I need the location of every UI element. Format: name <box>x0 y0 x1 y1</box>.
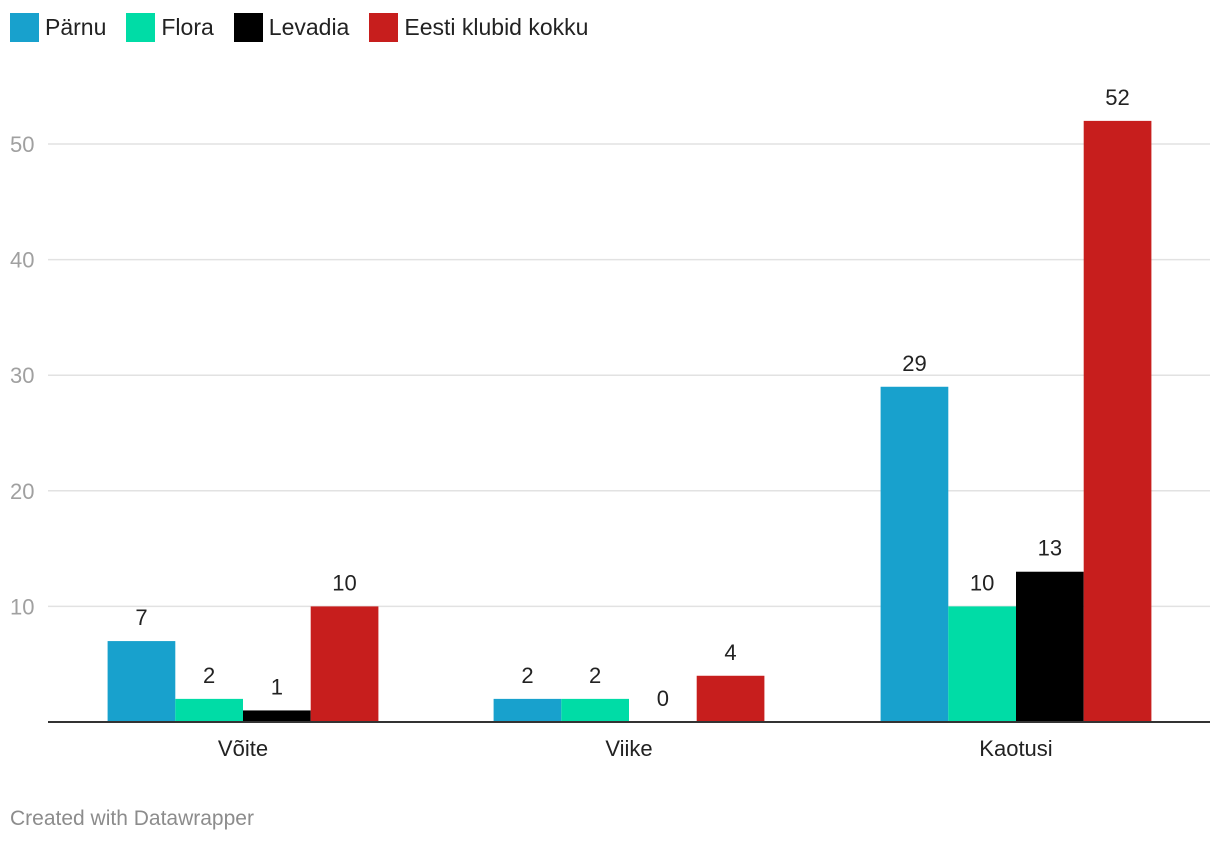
legend-swatch <box>233 12 263 42</box>
bar <box>880 386 949 722</box>
legend-label: Flora <box>161 13 214 40</box>
y-tick-label: 50 <box>10 132 34 157</box>
x-category-label: Võite <box>218 736 268 761</box>
y-tick-label: 10 <box>10 594 34 619</box>
y-tick-label: 20 <box>10 479 34 504</box>
bar <box>1016 571 1084 722</box>
bar <box>107 641 176 722</box>
bar-value-label: 52 <box>1105 85 1129 110</box>
legend-swatch <box>126 12 156 42</box>
bar-value-label: 2 <box>203 663 215 688</box>
legend-item: Levadia <box>233 12 350 42</box>
credit-footer: Created with Datawrapper <box>10 807 254 830</box>
bar-value-label: 2 <box>521 663 533 688</box>
bar <box>948 606 1016 722</box>
legend-label: Eesti klubid kokku <box>404 13 589 40</box>
y-tick-label: 40 <box>10 248 34 273</box>
bar <box>493 698 562 722</box>
bar-value-label: 29 <box>902 351 926 376</box>
legend-label: Pärnu <box>45 13 107 40</box>
legend-swatch <box>10 12 39 42</box>
bar-value-label: 7 <box>135 605 147 630</box>
bar-value-label: 4 <box>724 640 736 665</box>
bar <box>1083 120 1152 722</box>
bar <box>561 698 629 722</box>
bar <box>243 710 311 722</box>
legend-label: Levadia <box>268 13 350 40</box>
bar <box>175 698 243 722</box>
x-category-label: Viike <box>605 736 652 761</box>
bar <box>696 675 765 722</box>
bar-value-label: 13 <box>1038 536 1062 561</box>
bar-value-label: 2 <box>589 663 601 688</box>
chart-legend: Pärnu Flora Levadia Eesti klubid kokku <box>10 12 608 42</box>
legend-item: Pärnu <box>10 12 107 42</box>
legend-item: Flora <box>126 12 214 42</box>
bar <box>310 606 379 722</box>
legend-item: Eesti klubid kokku <box>369 12 589 42</box>
y-tick-label: 30 <box>10 363 34 388</box>
bar-value-label: 0 <box>657 686 669 711</box>
bar-value-label: 10 <box>332 570 356 595</box>
bar-value-label: 10 <box>970 570 994 595</box>
bar-value-label: 1 <box>271 674 283 699</box>
legend-swatch <box>369 12 399 42</box>
x-category-label: Kaotusi <box>979 736 1052 761</box>
